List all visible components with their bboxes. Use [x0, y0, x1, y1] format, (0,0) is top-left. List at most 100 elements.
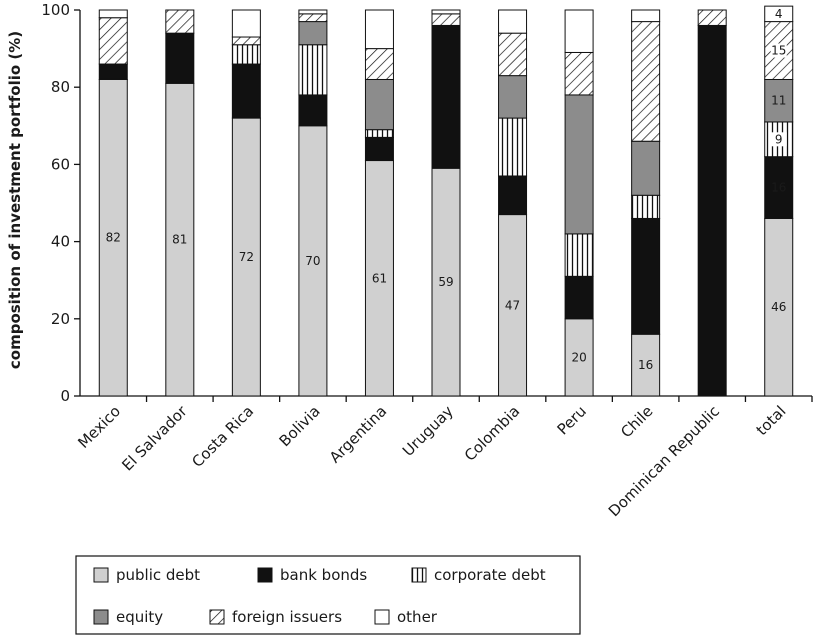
bar-segment — [165, 82, 195, 397]
x-tick-label: Chile — [617, 402, 656, 441]
bar-segment — [231, 117, 261, 397]
data-label: 4 — [775, 7, 783, 21]
bar-segment — [231, 44, 261, 65]
bar-segment — [165, 32, 195, 84]
x-tick-label: Argentina — [326, 402, 390, 466]
bar-segment — [631, 9, 661, 23]
data-label: 82 — [106, 231, 121, 245]
bar-segment — [564, 9, 594, 53]
legend-swatch — [411, 567, 427, 583]
bar-segment — [764, 5, 794, 23]
x-tick-label: Costa Rica — [188, 402, 257, 471]
bar-segment — [431, 167, 461, 397]
bars — [98, 5, 794, 397]
bar-segment — [764, 78, 794, 123]
data-label: 47 — [505, 298, 520, 312]
x-tick-label: total — [753, 402, 790, 439]
bar-segment — [498, 75, 528, 119]
bar-segment — [231, 63, 261, 119]
bar-segment — [564, 233, 594, 277]
bar-segment — [631, 194, 661, 219]
data-label: 16 — [771, 181, 786, 195]
x-tick-label: Colombia — [461, 402, 524, 465]
bar-segment — [764, 217, 794, 397]
bar-segment — [364, 136, 394, 162]
y-tick-label: 40 — [51, 233, 70, 251]
bar-segment — [498, 214, 528, 397]
bar-segment — [364, 48, 394, 80]
bar-segment — [364, 129, 394, 138]
legend-swatch — [257, 567, 273, 583]
data-label: 59 — [438, 275, 453, 289]
bar-segment — [364, 78, 394, 131]
bar-segment — [298, 44, 328, 96]
legend-label: equity — [116, 608, 163, 626]
bar-segment — [498, 175, 528, 216]
x-tick-label: Bolivia — [276, 402, 324, 450]
bar-segment — [564, 51, 594, 96]
bar-segment — [564, 94, 594, 235]
legend-swatch — [374, 609, 390, 625]
legend: public debt bank bonds corporate debt equit… — [75, 555, 581, 635]
x-tick-label: Mexico — [74, 402, 124, 452]
bar-segment — [298, 13, 328, 23]
bar-segment — [231, 9, 261, 38]
bar-segment — [631, 21, 661, 142]
x-tick-label: Dominican Republic — [605, 402, 723, 520]
data-label: 11 — [771, 94, 786, 108]
bar-segment — [165, 9, 195, 34]
data-label-bg — [770, 132, 787, 147]
bar-segment — [498, 9, 528, 34]
bar-segment — [231, 36, 261, 46]
bar-segment — [764, 156, 794, 219]
bar-segment — [98, 63, 128, 80]
bar-segment — [564, 318, 594, 397]
y-axis-label: composition of investment portfolio (%) — [6, 31, 24, 369]
data-labels: 82 81 72 70 61 59 47 20 16 46 16 9 11 15 4 — [106, 7, 787, 372]
data-label: 81 — [172, 233, 187, 247]
bar-segment — [364, 160, 394, 397]
y-tick-label: 20 — [51, 310, 70, 328]
bar-segment — [498, 32, 528, 77]
y-tick-label: 60 — [51, 155, 70, 173]
bar-segment — [631, 217, 661, 335]
legend-label: foreign issuers — [232, 608, 342, 626]
legend-label: corporate debt — [434, 566, 546, 584]
bar-segment — [298, 125, 328, 397]
x-tick-label: El Salvador — [118, 402, 191, 475]
data-label: 70 — [305, 254, 320, 268]
legend-box — [75, 555, 581, 635]
y-tick-label: 80 — [51, 78, 70, 96]
bar-segment — [431, 9, 461, 15]
bar-segment — [631, 140, 661, 196]
data-label: 46 — [771, 300, 786, 314]
bar-segment — [431, 13, 461, 26]
legend-label: other — [397, 608, 438, 626]
data-label: 72 — [239, 250, 254, 264]
x-tick-label: Peru — [554, 402, 590, 438]
legend-swatch — [93, 567, 109, 583]
x-tick-label: Uruguay — [399, 402, 457, 460]
y-tick-label: 0 — [60, 387, 70, 405]
bar-segment — [364, 9, 394, 50]
bar-segment — [98, 17, 128, 65]
bar-segment — [564, 275, 594, 320]
bar-segment — [431, 24, 461, 169]
data-label: 61 — [372, 271, 387, 285]
bar-segment — [298, 9, 328, 15]
legend-label: bank bonds — [280, 566, 367, 584]
bar-segment — [697, 9, 727, 26]
data-label-bg — [770, 43, 787, 58]
bar-segment — [498, 117, 528, 177]
bar-segment — [298, 94, 328, 127]
data-label: 16 — [638, 358, 653, 372]
legend-swatch — [209, 609, 225, 625]
bar-segment — [298, 21, 328, 46]
y-tick-label: 100 — [41, 1, 70, 19]
legend-swatch — [93, 609, 109, 625]
bar-segment — [98, 9, 128, 19]
legend-label: public debt — [116, 566, 200, 584]
bar-segment — [697, 24, 727, 397]
